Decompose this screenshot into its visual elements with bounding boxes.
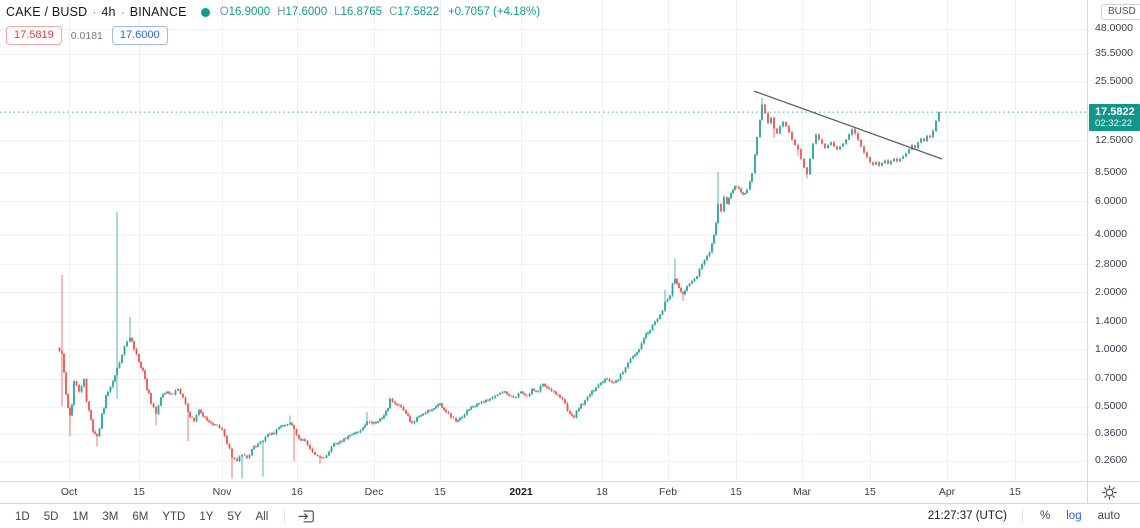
time-tick-label: Feb bbox=[658, 486, 678, 498]
time-tick-label: 15 bbox=[1009, 486, 1021, 498]
price-tick-label: 1.0000 bbox=[1095, 342, 1128, 355]
price-tick-label: 6.0000 bbox=[1095, 194, 1128, 207]
sell-price-button[interactable]: 17.5819 bbox=[6, 26, 62, 45]
percent-scale-button[interactable]: % bbox=[1032, 508, 1058, 524]
price-tick-label: 0.2600 bbox=[1095, 454, 1128, 467]
bottom-toolbar: 1D 5D 1M 3M 6M YTD 1Y 5Y All 21:27:37 (UTC) % lo… bbox=[0, 503, 1140, 528]
price-tick-label: 48.0000 bbox=[1095, 22, 1133, 35]
buy-price-button[interactable]: 17.6000 bbox=[111, 26, 168, 45]
time-tick-label: 15 bbox=[133, 486, 145, 498]
price-tick-label: 4.0000 bbox=[1095, 228, 1128, 241]
chart-settings-button[interactable] bbox=[1098, 483, 1121, 502]
range-button-1m[interactable]: 1M bbox=[65, 509, 95, 525]
spread-value: 0.0181 bbox=[70, 29, 103, 42]
price-tick-label: 35.5000 bbox=[1095, 47, 1133, 60]
bar-countdown: 02:32:22 bbox=[1095, 118, 1132, 130]
time-tick-label: 15 bbox=[730, 486, 742, 498]
time-tick-label: Dec bbox=[364, 486, 384, 498]
range-button-6m[interactable]: 6M bbox=[125, 509, 155, 525]
ohlc-o-value: O16.9000 bbox=[219, 6, 271, 18]
range-button-1y[interactable]: 1Y bbox=[192, 509, 220, 525]
interval-label[interactable]: 4h bbox=[101, 5, 116, 19]
market-status-icon bbox=[200, 7, 210, 17]
trendline-drawing[interactable] bbox=[753, 90, 943, 160]
toolbar-divider bbox=[284, 509, 286, 523]
price-tick-label: 0.7000 bbox=[1095, 372, 1128, 385]
symbol-title[interactable]: CAKE / BUSD bbox=[6, 5, 88, 19]
range-button-3m[interactable]: 3M bbox=[95, 509, 125, 525]
axis-settings-corner bbox=[1087, 481, 1140, 503]
range-button-all[interactable]: All bbox=[249, 509, 276, 525]
chart-plot-area[interactable]: CAKE / BUSD · 4h · BINANCE O16.9000 H17.6… bbox=[0, 0, 1087, 481]
time-tick-label: 15 bbox=[864, 486, 876, 498]
range-button-5y[interactable]: 5Y bbox=[220, 509, 248, 525]
price-tick-label: 2.8000 bbox=[1095, 257, 1128, 270]
clock-timezone-button[interactable]: 21:27:37 (UTC) bbox=[927, 510, 1008, 522]
time-tick-label: 16 bbox=[291, 486, 303, 498]
price-tick-label: 1.4000 bbox=[1095, 315, 1128, 328]
ohlc-c-value: C17.5822 bbox=[389, 6, 439, 18]
price-tick-label: 12.5000 bbox=[1095, 133, 1133, 146]
price-tick-label: 8.5000 bbox=[1095, 165, 1128, 178]
exchange-label[interactable]: BINANCE bbox=[129, 5, 187, 19]
symbol-header-row: CAKE / BUSD · 4h · BINANCE O16.9000 H17.6… bbox=[6, 3, 540, 21]
range-button-1d[interactable]: 1D bbox=[8, 509, 37, 525]
ohlc-h-value: H17.6000 bbox=[277, 6, 328, 18]
chart-canvas[interactable] bbox=[0, 0, 1087, 481]
go-to-date-button[interactable] bbox=[294, 507, 319, 526]
go-to-date-icon bbox=[298, 509, 315, 522]
ohlc-l-value: L16.8765 bbox=[334, 6, 383, 18]
price-axis[interactable]: BUSD 17.5822 02:32:22 48.0000 35.5000 25.5… bbox=[1087, 0, 1140, 481]
time-tick-label: Nov bbox=[212, 486, 232, 498]
legend: CAKE / BUSD · 4h · BINANCE O16.9000 H17.6… bbox=[6, 3, 540, 45]
last-price-value: 17.5822 bbox=[1095, 106, 1135, 119]
price-change-label: +0.7057 (+4.18%) bbox=[447, 6, 541, 18]
candlestick-series bbox=[58, 98, 940, 479]
ohlc-values: O16.9000 H17.6000 L16.8765 C17.5822 bbox=[220, 6, 446, 18]
time-tick-label: Mar bbox=[792, 486, 812, 498]
price-tick-label: 0.3600 bbox=[1095, 427, 1128, 440]
time-axis[interactable]: Oct 15 Nov 16 Dec 15 2021 18 Feb 15 Mar 15 Apr 15 bbox=[0, 481, 1087, 503]
time-tick-label: Apr bbox=[938, 486, 956, 498]
grid bbox=[0, 0, 1087, 481]
separator-dot: · bbox=[120, 5, 125, 19]
range-button-ytd[interactable]: YTD bbox=[155, 509, 192, 525]
auto-scale-button[interactable]: auto bbox=[1090, 508, 1128, 524]
toolbar-divider bbox=[1022, 509, 1024, 523]
price-tick-label: 2.0000 bbox=[1095, 285, 1128, 298]
bid-ask-row: 17.5819 0.0181 17.6000 bbox=[6, 26, 540, 45]
time-tick-label: 18 bbox=[596, 486, 608, 498]
range-button-5d[interactable]: 5D bbox=[37, 509, 66, 525]
time-tick-label: 15 bbox=[434, 486, 446, 498]
time-tick-label: Oct bbox=[60, 486, 78, 498]
last-price-badge: 17.5822 02:32:22 bbox=[1089, 104, 1140, 132]
scale-controls: 21:27:37 (UTC) % log auto bbox=[922, 508, 1128, 524]
log-scale-button[interactable]: log bbox=[1058, 508, 1089, 524]
gear-icon bbox=[1101, 485, 1117, 500]
range-switcher: 1D 5D 1M 3M 6M YTD 1Y 5Y All bbox=[8, 507, 319, 526]
separator-dot: · bbox=[92, 5, 97, 19]
price-tick-label: 25.5000 bbox=[1095, 74, 1133, 87]
currency-unit-button[interactable]: BUSD bbox=[1101, 4, 1140, 20]
price-tick-label: 0.5000 bbox=[1095, 400, 1128, 413]
time-tick-label: 2021 bbox=[509, 486, 533, 498]
